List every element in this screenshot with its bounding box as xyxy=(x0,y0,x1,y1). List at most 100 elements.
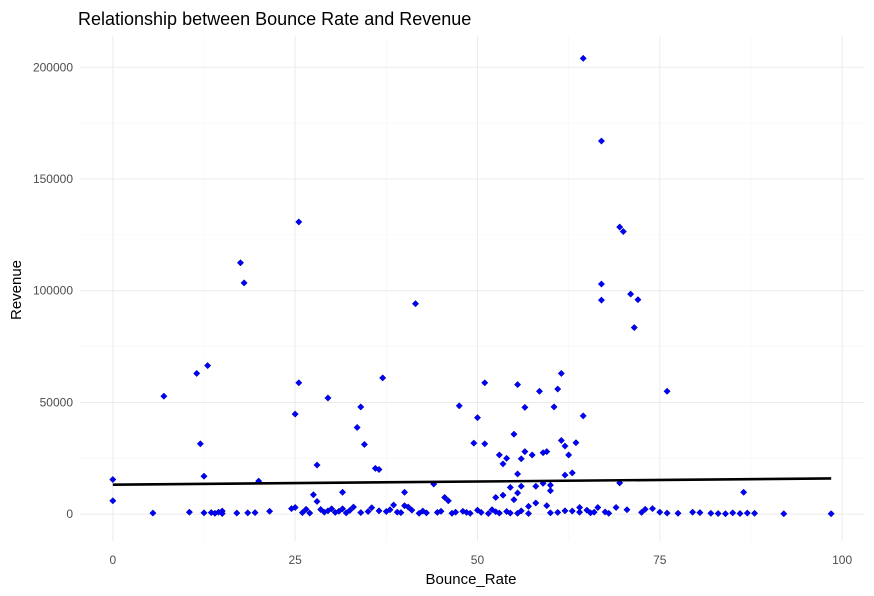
scatter-point xyxy=(477,508,485,516)
scatter-point xyxy=(218,509,226,518)
scatter-point xyxy=(707,509,715,517)
scatter-point xyxy=(313,497,321,506)
scatter-point xyxy=(543,448,551,456)
scatter-point xyxy=(546,487,554,495)
scatter-point xyxy=(306,509,314,517)
scatter-point xyxy=(623,506,631,514)
y-tick-label: 200000 xyxy=(33,60,73,74)
scatter-point xyxy=(561,507,569,515)
scatter-point xyxy=(565,451,573,459)
scatter-point xyxy=(510,496,518,504)
scatter-point xyxy=(579,54,587,62)
y-tick-label: 0 xyxy=(66,507,73,521)
scatter-point xyxy=(561,471,569,479)
scatter-point xyxy=(338,488,347,496)
y-tick-label: 100000 xyxy=(33,284,73,298)
scatter-point xyxy=(346,506,354,514)
scatter-point xyxy=(481,440,489,448)
x-tick-label: 0 xyxy=(109,553,116,567)
scatter-point xyxy=(696,509,704,517)
scatter-point xyxy=(521,403,529,411)
trend-layer xyxy=(112,477,832,486)
scatter-point xyxy=(572,439,580,447)
scatter-point xyxy=(557,369,565,377)
scatter-point xyxy=(422,509,430,517)
scatter-point xyxy=(488,506,496,514)
scatter-point xyxy=(484,509,492,518)
scatter-point xyxy=(291,410,299,418)
scatter-point xyxy=(554,385,562,393)
scatter-point xyxy=(313,461,321,469)
scatter-point xyxy=(630,324,638,332)
y-axis-title: Revenue xyxy=(8,260,25,320)
scatter-point xyxy=(579,412,587,420)
scatter-point xyxy=(601,508,609,516)
scatter-point xyxy=(524,502,533,510)
scatter-point xyxy=(729,509,737,517)
scatter-point xyxy=(714,509,722,518)
scatter-point xyxy=(557,436,565,445)
scatter-point xyxy=(535,387,544,395)
scatter-point xyxy=(357,509,365,517)
scatter-point xyxy=(309,491,317,499)
scatter-point xyxy=(266,507,274,515)
scatter-point xyxy=(291,503,299,512)
scatter-point xyxy=(236,259,245,267)
scatter-point xyxy=(506,509,514,517)
scatter-point xyxy=(397,509,405,517)
scatter-point xyxy=(605,509,613,517)
scatter-point xyxy=(404,503,412,511)
scatter-point xyxy=(524,509,533,518)
scatter-point xyxy=(721,510,729,518)
scatter-point xyxy=(149,509,157,517)
scatter-point xyxy=(360,440,368,449)
scatter-point xyxy=(561,442,569,450)
scatter-point xyxy=(543,502,551,510)
x-tick-label: 75 xyxy=(653,553,667,567)
scatter-point xyxy=(473,506,482,514)
scatter-point xyxy=(200,509,208,517)
scatter-point xyxy=(648,505,657,513)
grid-layer xyxy=(80,36,864,541)
scatter-point xyxy=(328,505,336,513)
scatter-point xyxy=(109,497,117,505)
scatter-point xyxy=(594,503,602,512)
scatter-point xyxy=(510,430,518,438)
scatter-point xyxy=(517,455,525,463)
scatter-point xyxy=(736,509,744,518)
scatter-point xyxy=(514,470,522,478)
scatter-point xyxy=(455,402,463,410)
scatter-point xyxy=(546,509,554,517)
x-axis-title: Bounce_Rate xyxy=(426,571,517,588)
scatter-point xyxy=(437,507,445,515)
scatter-point xyxy=(204,362,212,370)
scatter-point xyxy=(302,505,310,513)
scatter-point xyxy=(740,488,748,496)
scatter-point xyxy=(521,448,529,456)
scatter-point xyxy=(375,465,383,474)
scatter-point xyxy=(495,509,503,517)
scatter-point xyxy=(546,481,554,489)
scatter-point xyxy=(419,507,427,515)
scatter-point xyxy=(324,394,332,402)
scatter-point xyxy=(689,508,697,516)
scatter-point xyxy=(663,509,671,517)
scatter-point xyxy=(244,509,252,517)
scatter-point xyxy=(185,508,193,516)
x-tick-label: 100 xyxy=(832,553,852,567)
scatter-point xyxy=(568,469,576,477)
scatter-point xyxy=(375,507,383,515)
scatter-point xyxy=(499,460,507,468)
scatter-point xyxy=(196,440,204,448)
scatter-point xyxy=(532,482,540,490)
scatter-point xyxy=(160,392,168,400)
scatter-point xyxy=(827,510,835,518)
tick-label-layer: 0 25 50 75 100 0 50000 100000 150000 200000 xyxy=(33,60,852,567)
scatter-point xyxy=(200,472,208,480)
scatter-point xyxy=(663,387,671,395)
scatter-point xyxy=(240,279,248,287)
scatter-point xyxy=(109,475,117,484)
scatter-point xyxy=(400,488,409,496)
y-tick-label: 50000 xyxy=(40,395,74,409)
